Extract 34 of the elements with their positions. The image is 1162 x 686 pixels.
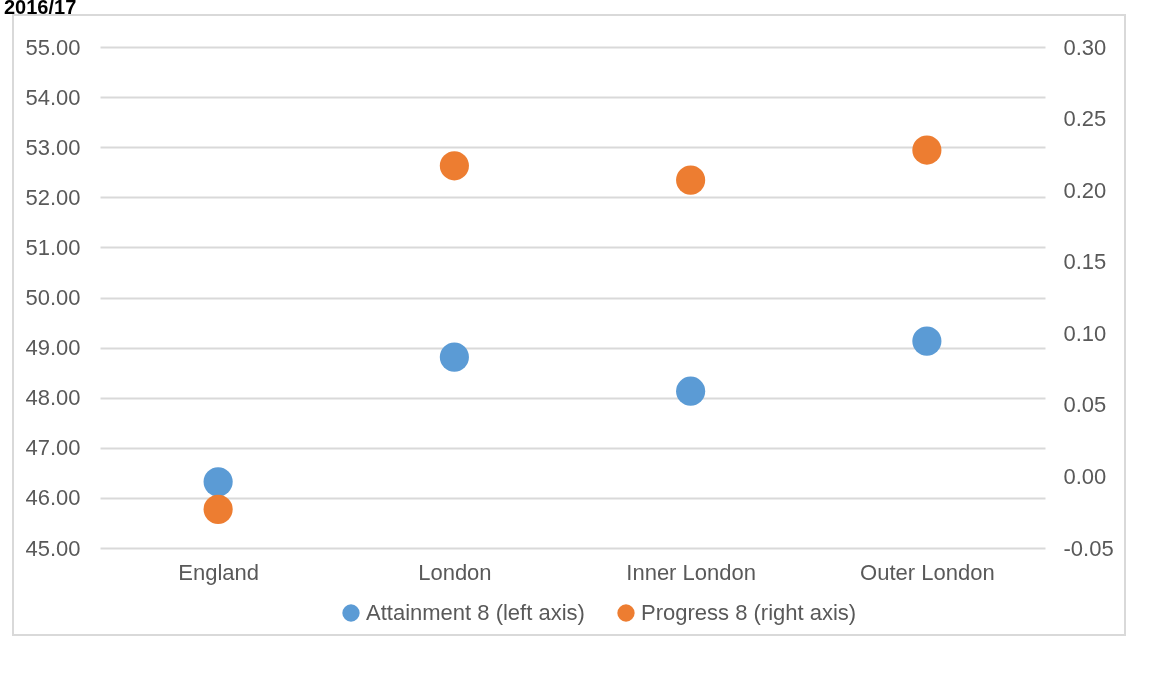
y-tick-label: 55.00 [25, 34, 81, 60]
point [439, 342, 469, 372]
y-tick-label: 50.00 [25, 285, 81, 310]
point [676, 165, 706, 195]
y-tick-label: 47.00 [25, 435, 81, 461]
chart-title: 2016/17 [3, 0, 78, 18]
legend-label: Progress 8 (right axis) [641, 600, 857, 625]
y-tick-label: 53.00 [25, 134, 81, 160]
y-tick-label: 45.00 [25, 535, 81, 561]
y2-tick-label: 0.20 [1063, 177, 1107, 203]
y-tick-label: 49.00 [25, 335, 81, 361]
y2-tick-label: 0.05 [1063, 392, 1107, 418]
x-tick-label: London [418, 559, 492, 585]
x-tick-label: England [178, 559, 259, 585]
y2-tick-label: 0.15 [1063, 249, 1107, 275]
point [912, 135, 942, 165]
y2-tick-label: 0.10 [1063, 320, 1107, 346]
legend-label: Attainment 8 (left axis) [366, 600, 585, 625]
point [439, 151, 469, 181]
y2-tick-label: -0.05 [1063, 535, 1114, 561]
point [203, 494, 233, 524]
y-tick-label: 52.00 [25, 184, 81, 210]
x-tick-label: Inner London [626, 559, 756, 585]
y2-tick-label: 0.00 [1063, 463, 1107, 489]
y-tick-label: 48.00 [25, 385, 81, 411]
x-tick-label: Outer London [860, 559, 995, 585]
y2-tick-label: 0.25 [1063, 106, 1107, 132]
point [676, 376, 706, 406]
y-tick-label: 46.00 [25, 485, 81, 511]
point [203, 467, 233, 497]
y-tick-label: 54.00 [25, 84, 81, 110]
y2-tick-label: 0.30 [1063, 34, 1107, 60]
point [912, 326, 942, 356]
y-tick-label: 51.00 [25, 234, 81, 260]
